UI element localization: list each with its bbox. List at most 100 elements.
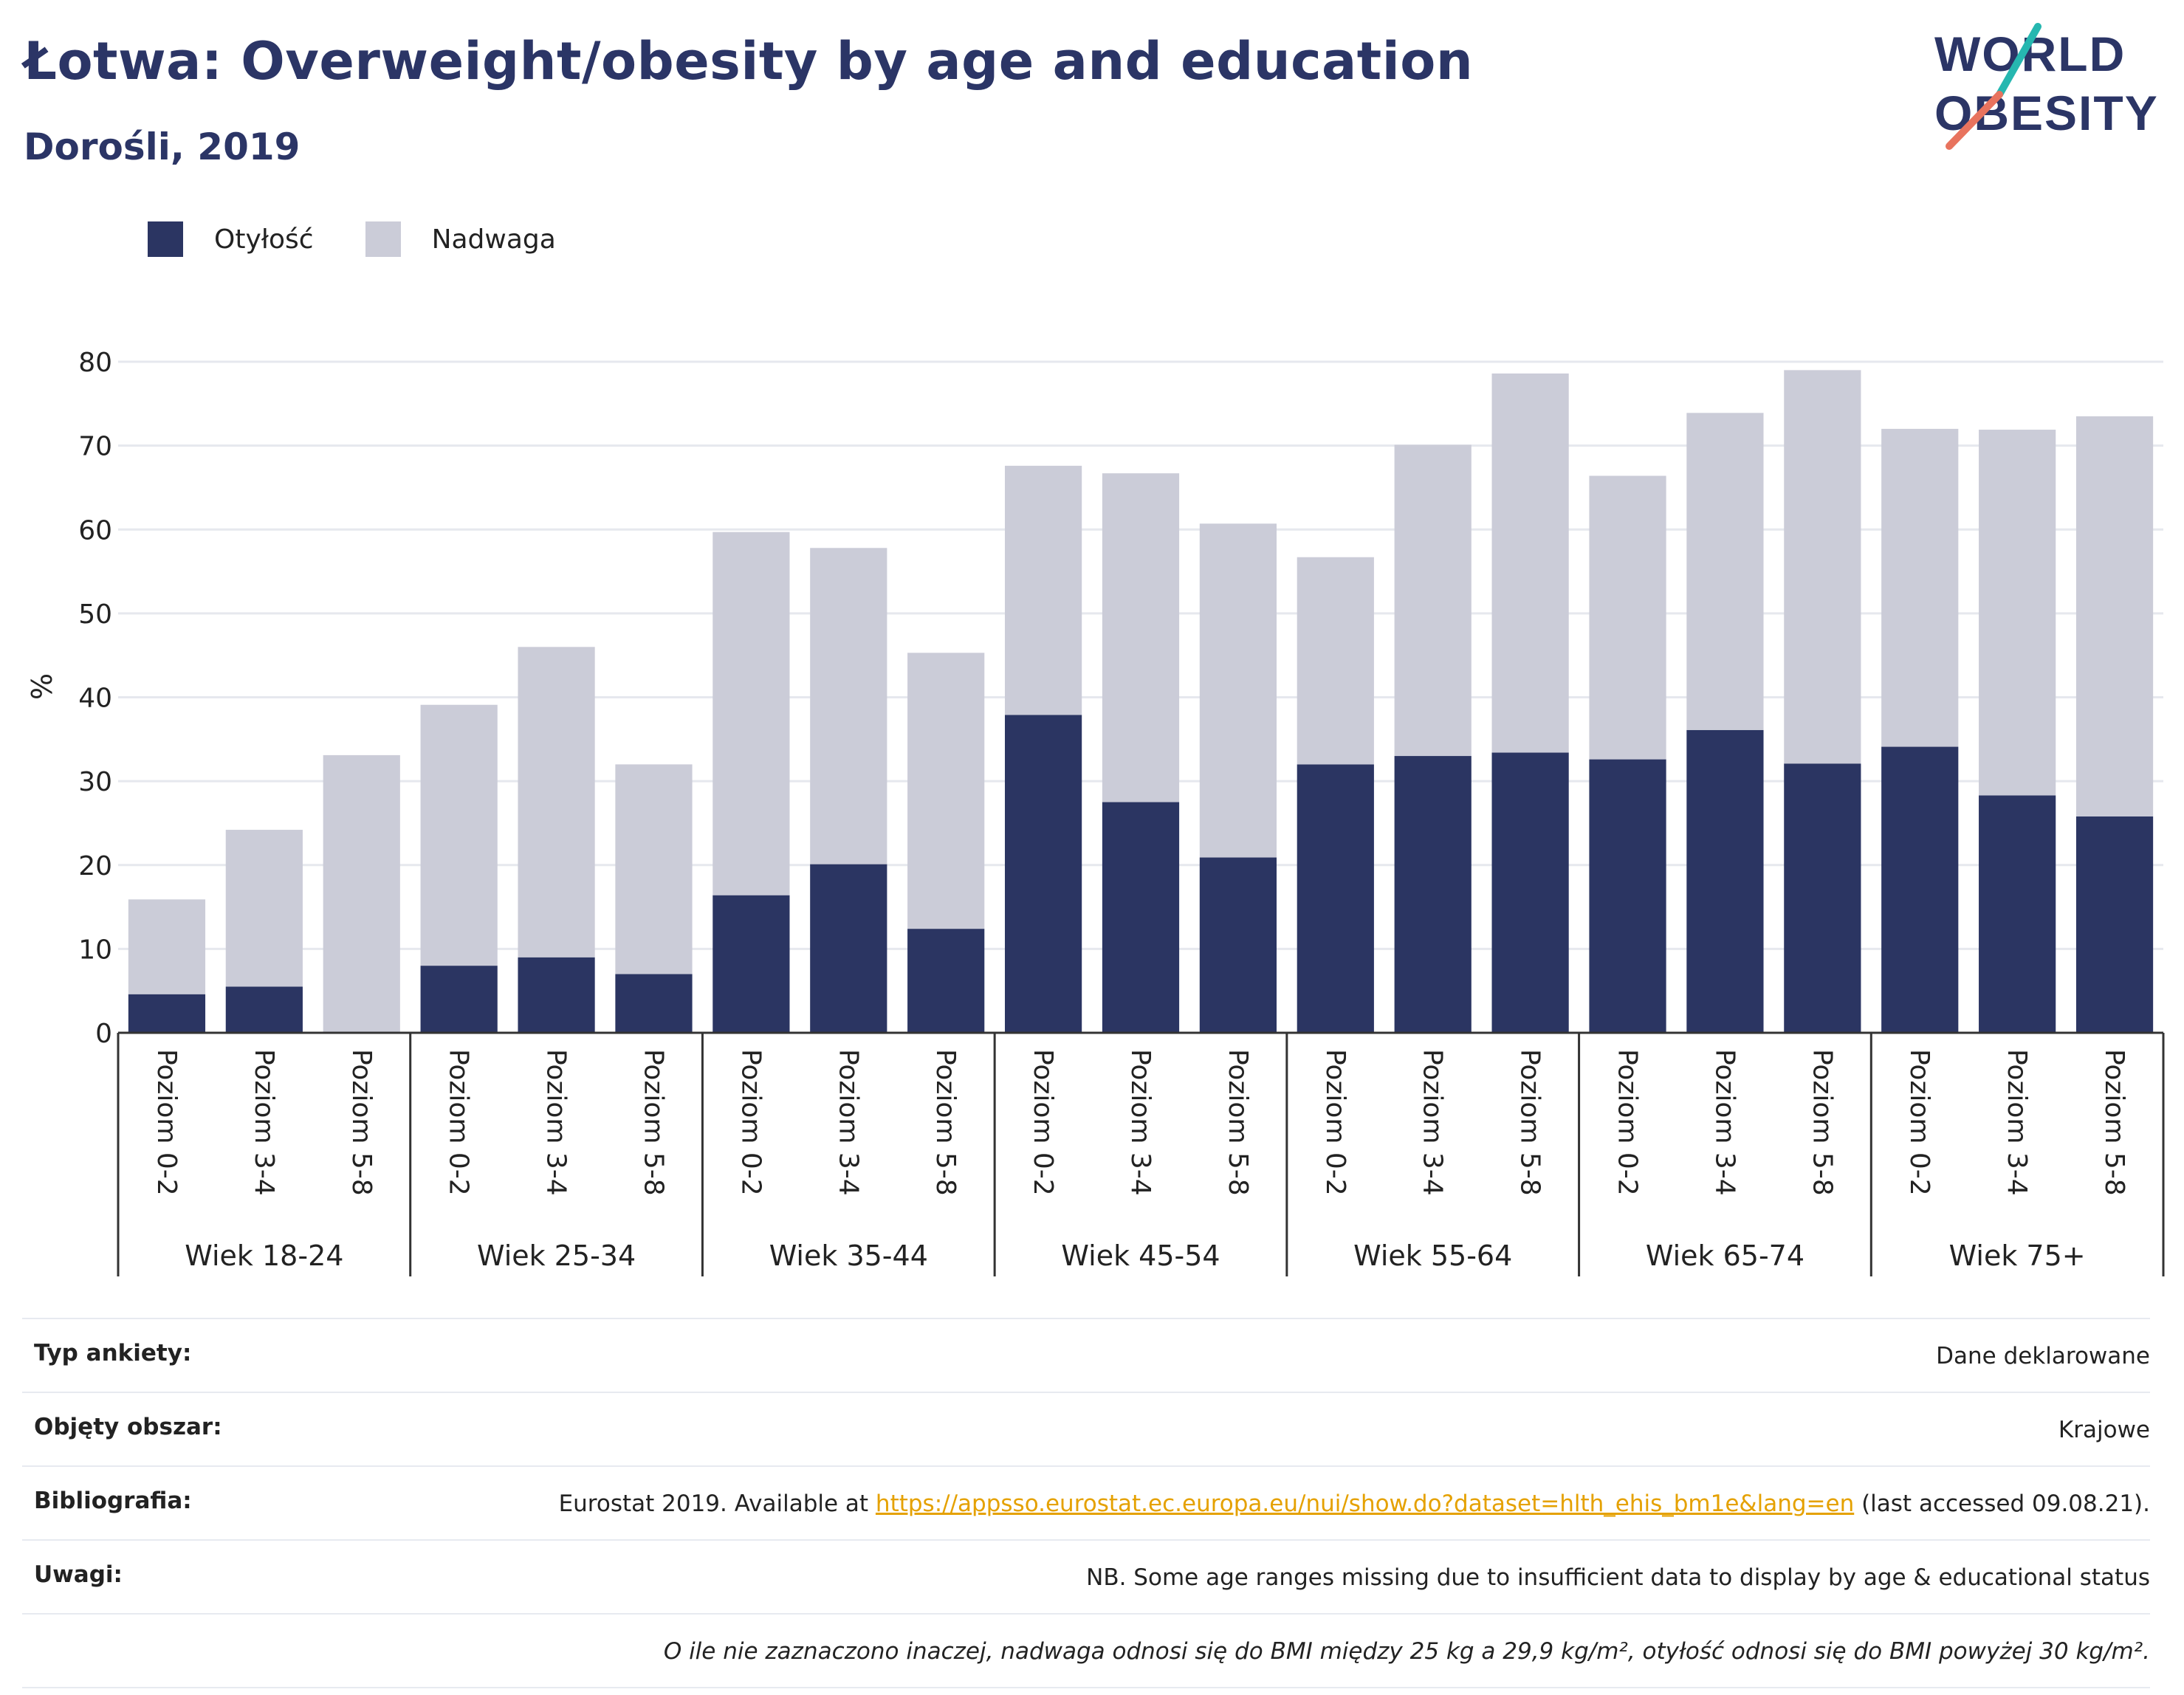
bar-overweight [1881, 428, 1959, 747]
bar-overweight [712, 532, 790, 895]
bar-obesity [1199, 857, 1277, 1033]
bar-obesity [1004, 715, 1082, 1033]
bar-obesity [712, 895, 790, 1033]
group-label: Wiek 25-34 [477, 1240, 636, 1272]
group-label: Wiek 35-44 [769, 1240, 928, 1272]
x-tick-label: Poziom 3-4 [1418, 1049, 1448, 1196]
legend-label-overweight: Nadwaga [431, 224, 556, 255]
x-tick-label: Poziom 5-8 [638, 1049, 668, 1196]
logo-line2: OBESITY [1934, 86, 2159, 140]
bar-overweight [1394, 444, 1472, 757]
legend-swatch-obesity [148, 221, 183, 257]
bar-obesity [225, 986, 303, 1033]
info-row-footnote: O ile nie zaznaczono inaczej, nadwaga od… [22, 1613, 2150, 1688]
x-tick-label: Poziom 3-4 [541, 1049, 571, 1196]
bar-overweight [615, 764, 693, 974]
bar-overweight [420, 704, 498, 966]
y-tick-label: 10 [78, 935, 112, 965]
bar-overweight [1297, 557, 1374, 765]
x-tick-label: Poziom 0-2 [1904, 1049, 1934, 1196]
y-tick-label: 60 [78, 515, 112, 546]
bar-overweight [907, 653, 985, 929]
group-label: Wiek 18-24 [185, 1240, 343, 1272]
bar-obesity [128, 994, 206, 1033]
x-tick-label: Poziom 3-4 [1125, 1049, 1155, 1196]
world-obesity-logo: WORLD OBESITY [1934, 23, 2159, 150]
logo-slash-coral [1946, 91, 2003, 150]
bar-obesity [907, 929, 985, 1033]
legend-item-obesity: Otyłość [148, 221, 314, 257]
x-tick-label: Poziom 3-4 [1709, 1049, 1740, 1196]
coverage-value: Krajowe [2058, 1417, 2150, 1443]
logo-slash-teal [1996, 23, 2042, 98]
x-tick-label: Poziom 5-8 [930, 1049, 961, 1196]
y-axis-label: % [26, 673, 58, 700]
chart-legend: Otyłość Nadwaga [148, 219, 600, 260]
x-tick-label: Poziom 5-8 [1223, 1049, 1253, 1196]
bar-obesity [1491, 752, 1569, 1033]
bar-overweight [1784, 370, 1861, 764]
bar-overweight [1102, 473, 1180, 802]
x-tick-label: Poziom 0-2 [1320, 1049, 1350, 1196]
bar-obesity [810, 864, 887, 1033]
y-tick-label: 80 [78, 348, 112, 378]
bar-overweight [1979, 430, 2056, 796]
group-label: Wiek 65-74 [1646, 1240, 1804, 1272]
y-tick-label: 40 [78, 684, 112, 714]
info-row-survey-type: Typ ankiety: Dane deklarowane [22, 1318, 2150, 1392]
bar-overweight [518, 647, 595, 957]
bar-overweight [128, 899, 206, 994]
info-table: Typ ankiety: Dane deklarowane Objęty obs… [22, 1318, 2150, 1688]
bibliography-value: Eurostat 2019. Available at https://apps… [559, 1488, 2150, 1520]
x-tick-label: Poziom 3-4 [2002, 1049, 2032, 1196]
y-tick-label: 30 [78, 767, 112, 797]
bar-overweight [225, 830, 303, 987]
bar-obesity [1102, 802, 1180, 1033]
bibliography-suffix: (last accessed 09.08.21). [1861, 1491, 2150, 1517]
x-tick-label: Poziom 5-8 [2099, 1049, 2129, 1196]
bar-overweight [1199, 523, 1277, 858]
y-tick-label: 50 [78, 599, 112, 630]
bibliography-label: Bibliografia: [34, 1488, 192, 1514]
y-tick-label: 70 [78, 432, 112, 462]
x-tick-label: Poziom 3-4 [249, 1049, 279, 1196]
info-row-notes: Uwagi: NB. Some age ranges missing due t… [22, 1539, 2150, 1613]
bar-obesity [2075, 816, 2154, 1033]
bar-obesity [518, 957, 595, 1033]
chart-subtitle: Dorośli, 2019 [24, 126, 301, 168]
bibliography-prefix: Eurostat 2019. Available at [558, 1491, 869, 1517]
x-tick-label: Poziom 5-8 [346, 1049, 377, 1196]
legend-item-overweight: Nadwaga [365, 221, 556, 257]
x-tick-label: Poziom 3-4 [833, 1049, 863, 1196]
y-tick-label: 0 [95, 1019, 112, 1049]
bar-overweight [1589, 475, 1666, 760]
x-tick-label: Poziom 0-2 [444, 1049, 474, 1196]
bar-obesity [420, 966, 498, 1033]
bar-obesity [615, 974, 693, 1033]
info-row-bibliography: Bibliografia: Eurostat 2019. Available a… [22, 1465, 2150, 1539]
notes-value: NB. Some age ranges missing due to insuf… [1086, 1564, 2150, 1591]
coverage-label: Objęty obszar: [34, 1414, 222, 1440]
notes-label: Uwagi: [34, 1561, 123, 1588]
x-tick-label: Poziom 0-2 [151, 1049, 182, 1196]
y-tick-label: 20 [78, 851, 112, 881]
bar-chart: 0 10 20 30 40 50 60 70 80% Poziom 0-2 Poziom 3-4 Po… [26, 348, 2165, 1276]
bar-obesity [1589, 759, 1666, 1033]
bar-overweight [810, 548, 887, 864]
survey-type-value: Dane deklarowane [1936, 1343, 2150, 1369]
bar-obesity [1979, 795, 2056, 1033]
x-tick-label: Poziom 5-8 [1807, 1049, 1837, 1196]
legend-label-obesity: Otyłość [214, 224, 314, 255]
x-tick-label: Poziom 5-8 [1515, 1049, 1545, 1196]
x-tick-label: Poziom 0-2 [1613, 1049, 1643, 1196]
bar-obesity [1686, 729, 1764, 1033]
group-label: Wiek 45-54 [1061, 1240, 1220, 1272]
info-row-coverage: Objęty obszar: Krajowe [22, 1392, 2150, 1465]
x-tick-label: Poziom 0-2 [1028, 1049, 1058, 1196]
legend-swatch-overweight [365, 221, 401, 257]
bar-overweight [1004, 465, 1082, 715]
bar-obesity [1881, 746, 1959, 1033]
group-label: Wiek 75+ [1949, 1240, 2086, 1272]
bibliography-link[interactable]: https://appsso.eurostat.ec.europa.eu/nui… [875, 1491, 1855, 1517]
bar-overweight [323, 754, 400, 1033]
